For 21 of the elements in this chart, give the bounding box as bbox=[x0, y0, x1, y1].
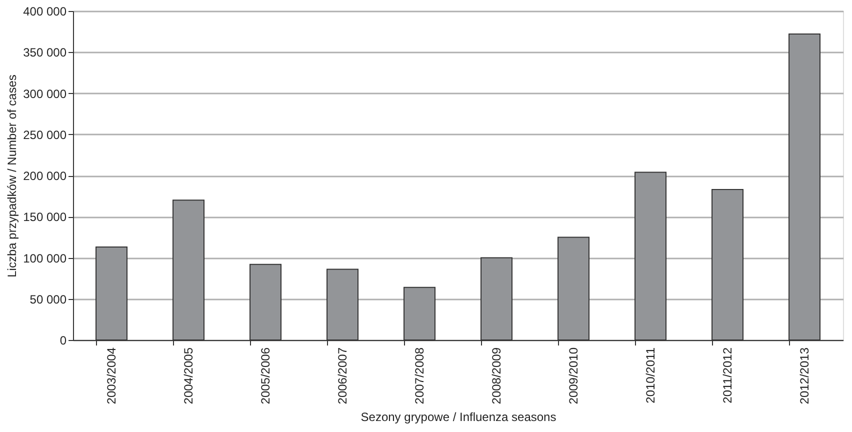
x-tick-label: 2010/2011 bbox=[644, 347, 658, 404]
y-tick-label: 0 bbox=[60, 334, 67, 348]
y-tick-label: 50 000 bbox=[30, 292, 67, 306]
x-tick-label: 2005/2006 bbox=[258, 347, 272, 404]
y-tick-label: 300 000 bbox=[23, 86, 67, 101]
x-tick-label: 2009/2010 bbox=[566, 347, 580, 404]
y-tick-label: 150 000 bbox=[23, 210, 67, 224]
y-axis-title: Liczba przypadków / Number of cases bbox=[5, 74, 20, 278]
x-tick-label: 2011/2012 bbox=[720, 347, 734, 404]
x-axis-title: Sezony grypowe / Influenza seasons bbox=[360, 410, 556, 424]
y-tick-label: 200 000 bbox=[23, 169, 67, 183]
y-tick-label: 350 000 bbox=[23, 46, 67, 60]
y-tick-label: 400 000 bbox=[23, 4, 67, 18]
y-tick-label: 100 000 bbox=[23, 251, 67, 266]
x-tick-label: 2008/2009 bbox=[490, 347, 504, 404]
x-tick-label: 2007/2008 bbox=[412, 347, 426, 404]
x-tick-label: 2006/2007 bbox=[336, 347, 350, 404]
x-tick-label: 2004/2005 bbox=[182, 347, 196, 404]
y-tick-label: 250 000 bbox=[23, 128, 67, 142]
x-tick-label: 2012/2013 bbox=[798, 347, 812, 404]
x-tick-label: 2003/2004 bbox=[104, 347, 118, 404]
